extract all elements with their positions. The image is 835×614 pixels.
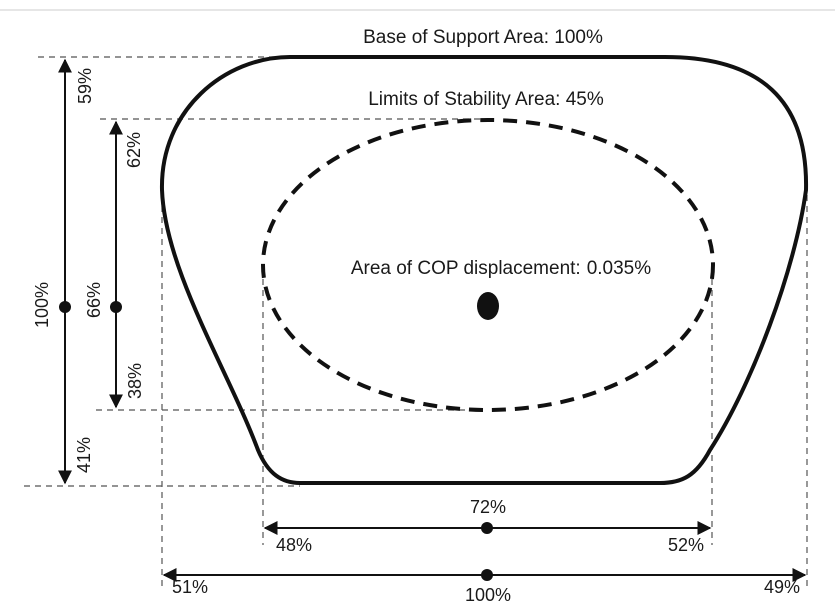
limits-of-stability-title: Limits of Stability Area: 45% bbox=[368, 89, 604, 110]
base-of-support-title: Base of Support Area: 100% bbox=[363, 27, 603, 48]
outer-vertical-midpoint bbox=[59, 301, 71, 313]
guide-lines bbox=[24, 56, 808, 590]
base-of-support-outline bbox=[159, 55, 809, 485]
inner-horizontal-midpoint bbox=[481, 522, 493, 534]
outer-vertical-upper-label: 59% bbox=[75, 68, 95, 104]
inner-horizontal-right-label: 52% bbox=[668, 535, 704, 555]
base-of-support-label: Base of Support Area bbox=[363, 27, 544, 48]
inner-vertical-midpoint bbox=[110, 301, 122, 313]
inner-vertical-total-label: 66% bbox=[84, 282, 104, 318]
outer-horizontal-midpoint bbox=[481, 569, 493, 581]
limits-of-stability-outline bbox=[261, 118, 715, 412]
limits-of-stability-label: Limits of Stability Area bbox=[368, 89, 555, 110]
cop-displacement-label: Area of COP displacement: bbox=[351, 258, 581, 279]
cop-displacement-value: 0.035% bbox=[587, 258, 652, 279]
outer-vertical-total-label: 100% bbox=[32, 282, 52, 328]
inner-vertical-upper-label: 62% bbox=[124, 132, 144, 168]
inner-horizontal-left-label: 48% bbox=[276, 535, 312, 555]
outer-horizontal-left-label: 51% bbox=[172, 577, 208, 597]
cop-displacement-title: Area of COP displacement: 0.035% bbox=[351, 258, 651, 279]
inner-vertical-lower-label: 38% bbox=[125, 363, 145, 399]
outer-horizontal-total-label: 100% bbox=[465, 585, 511, 605]
outer-horizontal-right-label: 49% bbox=[764, 577, 800, 597]
limits-of-stability-value: : 45% bbox=[555, 89, 604, 110]
base-of-support-value: : 100% bbox=[544, 27, 603, 48]
outer-vertical-lower-label: 41% bbox=[74, 437, 94, 473]
cop-point bbox=[477, 292, 499, 320]
inner-horizontal-total-label: 72% bbox=[470, 497, 506, 517]
